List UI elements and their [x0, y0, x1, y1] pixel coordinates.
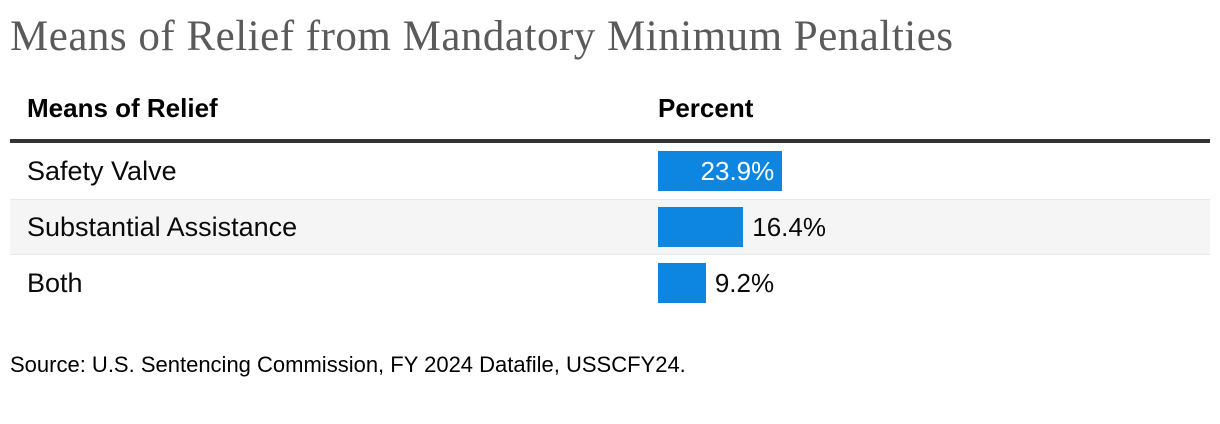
table-row: Substantial Assistance 16.4% — [10, 199, 1210, 256]
table-header: Means of Relief Percent — [10, 68, 1210, 144]
bar: 23.9% — [658, 151, 783, 192]
bar — [658, 207, 744, 248]
header-col-percent: Percent — [658, 93, 754, 124]
bar-cell: 23.9% — [658, 151, 1210, 192]
row-label: Substantial Assistance — [27, 211, 298, 242]
bar-cell: 16.4% — [658, 207, 1210, 248]
bar-cell: 9.2% — [658, 263, 1210, 304]
page-title: Means of Relief from Mandatory Minimum P… — [10, 13, 954, 60]
page: Means of Relief from Mandatory Minimum P… — [10, 13, 1210, 378]
table-row: Safety Valve 23.9% — [10, 143, 1210, 199]
header-col-means-of-relief: Means of Relief — [27, 93, 218, 124]
row-label: Safety Valve — [27, 155, 177, 186]
bar — [658, 263, 706, 304]
bar-value-label: 9.2% — [714, 267, 775, 298]
bar-value-label: 23.9% — [700, 155, 775, 186]
relief-table: Means of Relief Percent Safety Valve 23.9… — [10, 68, 1210, 311]
table-row: Both 9.2% — [10, 255, 1210, 311]
table-body: Safety Valve 23.9% Substantial Assistance 1… — [10, 143, 1210, 311]
bar-value-label: 16.4% — [752, 211, 826, 242]
row-label: Both — [27, 267, 83, 298]
source-note: Source: U.S. Sentencing Commission, FY 2… — [10, 352, 686, 378]
